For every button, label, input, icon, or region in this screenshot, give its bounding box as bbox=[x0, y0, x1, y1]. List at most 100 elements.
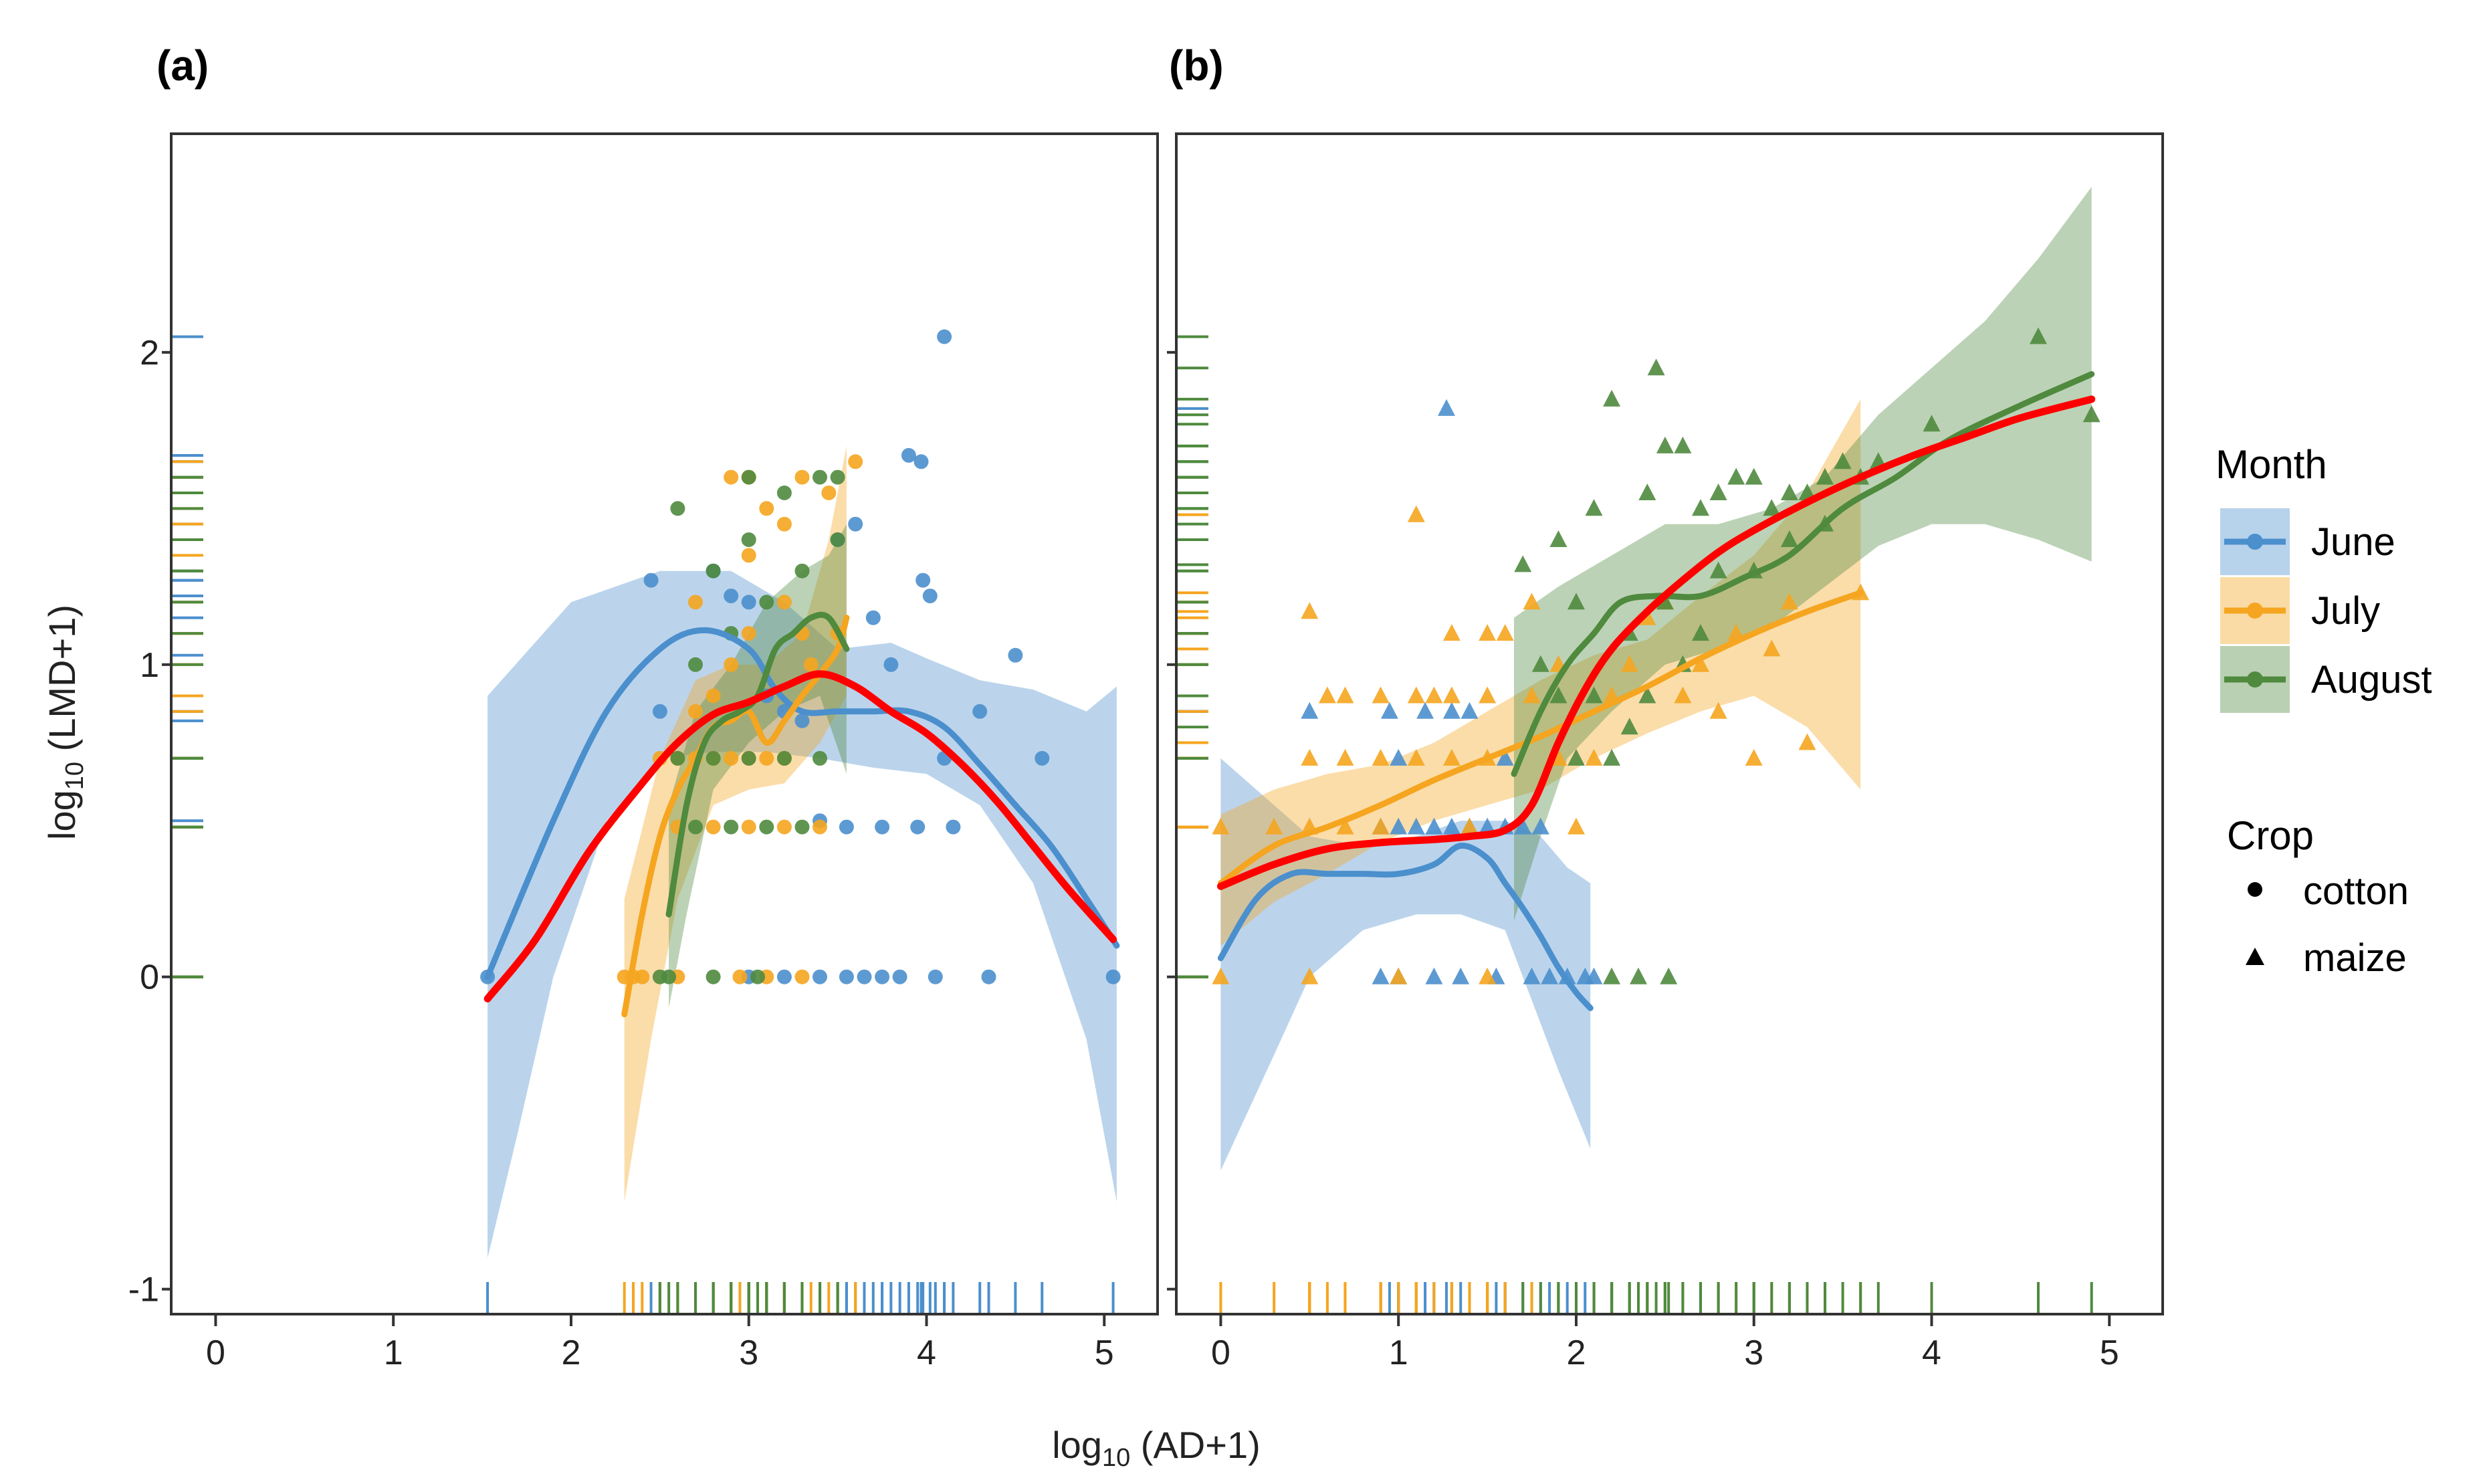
panel-b-point-august-15 bbox=[1816, 467, 1834, 485]
panel-a-point-july-32 bbox=[794, 469, 810, 485]
panel-b-point-july-33 bbox=[1692, 655, 1709, 672]
panel-a-point-june-23 bbox=[1105, 969, 1121, 984]
panel-b-point-august-7 bbox=[1674, 436, 1692, 453]
legend-label-june: June bbox=[2311, 520, 2395, 564]
panel-a-point-june-14 bbox=[901, 447, 916, 463]
x-axis-title-sub: 10 bbox=[1102, 1444, 1130, 1472]
panel-a-point-august-15 bbox=[759, 595, 774, 610]
panel-a-point-august-22 bbox=[830, 469, 845, 485]
panel-b-point-june-9 bbox=[1531, 817, 1549, 835]
y-axis-title-main: log bbox=[41, 790, 83, 840]
panel-b-point-august-37 bbox=[1630, 967, 1647, 984]
panel-b-point-july-37 bbox=[1763, 639, 1781, 657]
panel-a: (a) 0 1 2 3 4 5 bbox=[156, 41, 1159, 1372]
panel-b-point-august-25 bbox=[1656, 593, 1674, 610]
legend-label-cotton: cotton bbox=[2303, 869, 2409, 913]
panel-a-point-july-33 bbox=[821, 486, 837, 500]
panel-b-point-july-23 bbox=[1523, 686, 1541, 704]
panel-a-band-july bbox=[624, 445, 847, 1202]
panel-a-curve-overall bbox=[483, 670, 1117, 1002]
panel-a-point-june-29 bbox=[875, 969, 890, 984]
panel-a-point-june-4 bbox=[724, 589, 739, 604]
panel-a-point-june-31 bbox=[928, 969, 943, 984]
legend-month-title: Month bbox=[2216, 442, 2327, 487]
panel-a-point-june-16 bbox=[915, 572, 931, 588]
legend-crop-title: Crop bbox=[2227, 813, 2314, 858]
panel-a-point-july-8 bbox=[706, 819, 721, 835]
panel-a-point-june-27 bbox=[839, 969, 854, 984]
panel-a-rugs bbox=[173, 335, 1115, 1313]
panel-a-point-july-34 bbox=[848, 454, 863, 469]
panel-a-point-july-6 bbox=[794, 969, 810, 984]
x-axis-title: log10 (AD+1) bbox=[1052, 1424, 1261, 1472]
panel-a-point-august-24 bbox=[741, 469, 756, 485]
panel-b-point-july-32 bbox=[1674, 686, 1692, 704]
panel-a-x-tick-label-0: 0 bbox=[206, 1334, 225, 1372]
panel-b-point-june-25 bbox=[1438, 399, 1455, 416]
panel-a-point-july-30 bbox=[724, 469, 739, 485]
panel-b-point-august-8 bbox=[1692, 499, 1709, 516]
y-tick-labels: -1 0 1 2 bbox=[128, 334, 159, 1309]
panel-a-point-july-29 bbox=[776, 516, 792, 532]
panel-a-point-june-28 bbox=[857, 969, 872, 984]
panel-b-point-august-22 bbox=[1568, 593, 1585, 610]
panel-b-point-august-20 bbox=[2030, 327, 2047, 344]
panel-b-point-june-18 bbox=[1452, 967, 1470, 984]
panel-b-point-august-30 bbox=[1780, 530, 1798, 547]
panel-b-point-july-44 bbox=[1461, 817, 1479, 835]
legend-label-august: August bbox=[2311, 658, 2432, 702]
panel-a-point-august-2 bbox=[706, 969, 721, 984]
panel-a-point-june-13 bbox=[883, 657, 899, 672]
panel-a-point-july-9 bbox=[741, 819, 756, 835]
panel-b-point-july-42 bbox=[1318, 686, 1336, 704]
panel-b-point-august-10 bbox=[1727, 467, 1745, 485]
panel-a-point-june-11 bbox=[848, 516, 863, 532]
panel-b-point-august-34 bbox=[1620, 718, 1638, 735]
panel-a-point-july-24 bbox=[776, 595, 792, 610]
panel-a-point-july-2 bbox=[635, 969, 650, 984]
panel-b-point-july-14 bbox=[1407, 505, 1425, 522]
panel-b-point-july-18 bbox=[1479, 624, 1497, 641]
panel-b-point-august-6 bbox=[1656, 436, 1674, 453]
panel-b-point-august-3 bbox=[1603, 389, 1621, 407]
panel-a-point-july-10 bbox=[776, 819, 792, 835]
panel-a-point-june-20 bbox=[972, 704, 988, 719]
panel-b-point-august-1 bbox=[1549, 530, 1568, 547]
panel-a-point-july-35 bbox=[803, 657, 819, 672]
panel-a-point-june-17 bbox=[922, 589, 938, 604]
panel-a-point-july-4 bbox=[732, 969, 748, 984]
panel-b-point-july-10 bbox=[1372, 748, 1390, 766]
panel-a-point-june-26 bbox=[813, 969, 827, 984]
panel-b: (b) 0 1 2 3 4 5 bbox=[1167, 41, 2164, 1372]
legend-label-maize: maize bbox=[2303, 936, 2407, 980]
panel-b-point-august-13 bbox=[1780, 484, 1798, 500]
panel-b-point-august-38 bbox=[1660, 967, 1678, 984]
panel-a-point-august-4 bbox=[688, 819, 703, 835]
panel-a-point-june-32 bbox=[981, 969, 996, 984]
panel-b-point-june-8 bbox=[1514, 817, 1532, 835]
panel-a-point-july-21 bbox=[706, 688, 721, 704]
panel-b-point-july-34 bbox=[1709, 702, 1727, 719]
panel-b-point-august-5 bbox=[1647, 358, 1665, 376]
panel-b-point-june-11 bbox=[1380, 702, 1398, 719]
panel-b-point-july-45 bbox=[1390, 967, 1408, 984]
panel-b-point-july-8 bbox=[1336, 817, 1354, 835]
panel-a-tag: (a) bbox=[156, 41, 209, 90]
x-axis-title-main: log bbox=[1052, 1424, 1102, 1466]
panel-a-point-august-6 bbox=[759, 819, 774, 835]
legend-label-july: July bbox=[2311, 589, 2380, 633]
panel-a-x-tick-label-2: 2 bbox=[562, 1334, 581, 1372]
panel-b-point-july-27 bbox=[1585, 748, 1603, 766]
panel-b-point-august-39 bbox=[1531, 655, 1549, 672]
panel-b-point-july-1 bbox=[1212, 967, 1230, 984]
panel-a-point-june-34 bbox=[875, 819, 890, 835]
panel-b-point-june-26 bbox=[1390, 748, 1408, 766]
panel-b-point-july-17 bbox=[1442, 748, 1461, 766]
panel-a-ticks: 0 1 2 3 4 5 bbox=[162, 350, 1114, 1372]
panel-a-point-july-23 bbox=[741, 626, 756, 641]
panel-a-point-august-23 bbox=[670, 501, 685, 516]
panel-b-point-july-46 bbox=[1479, 967, 1497, 984]
panel-b-point-july-4 bbox=[1301, 748, 1319, 766]
panel-b-point-july-26 bbox=[1568, 817, 1585, 835]
